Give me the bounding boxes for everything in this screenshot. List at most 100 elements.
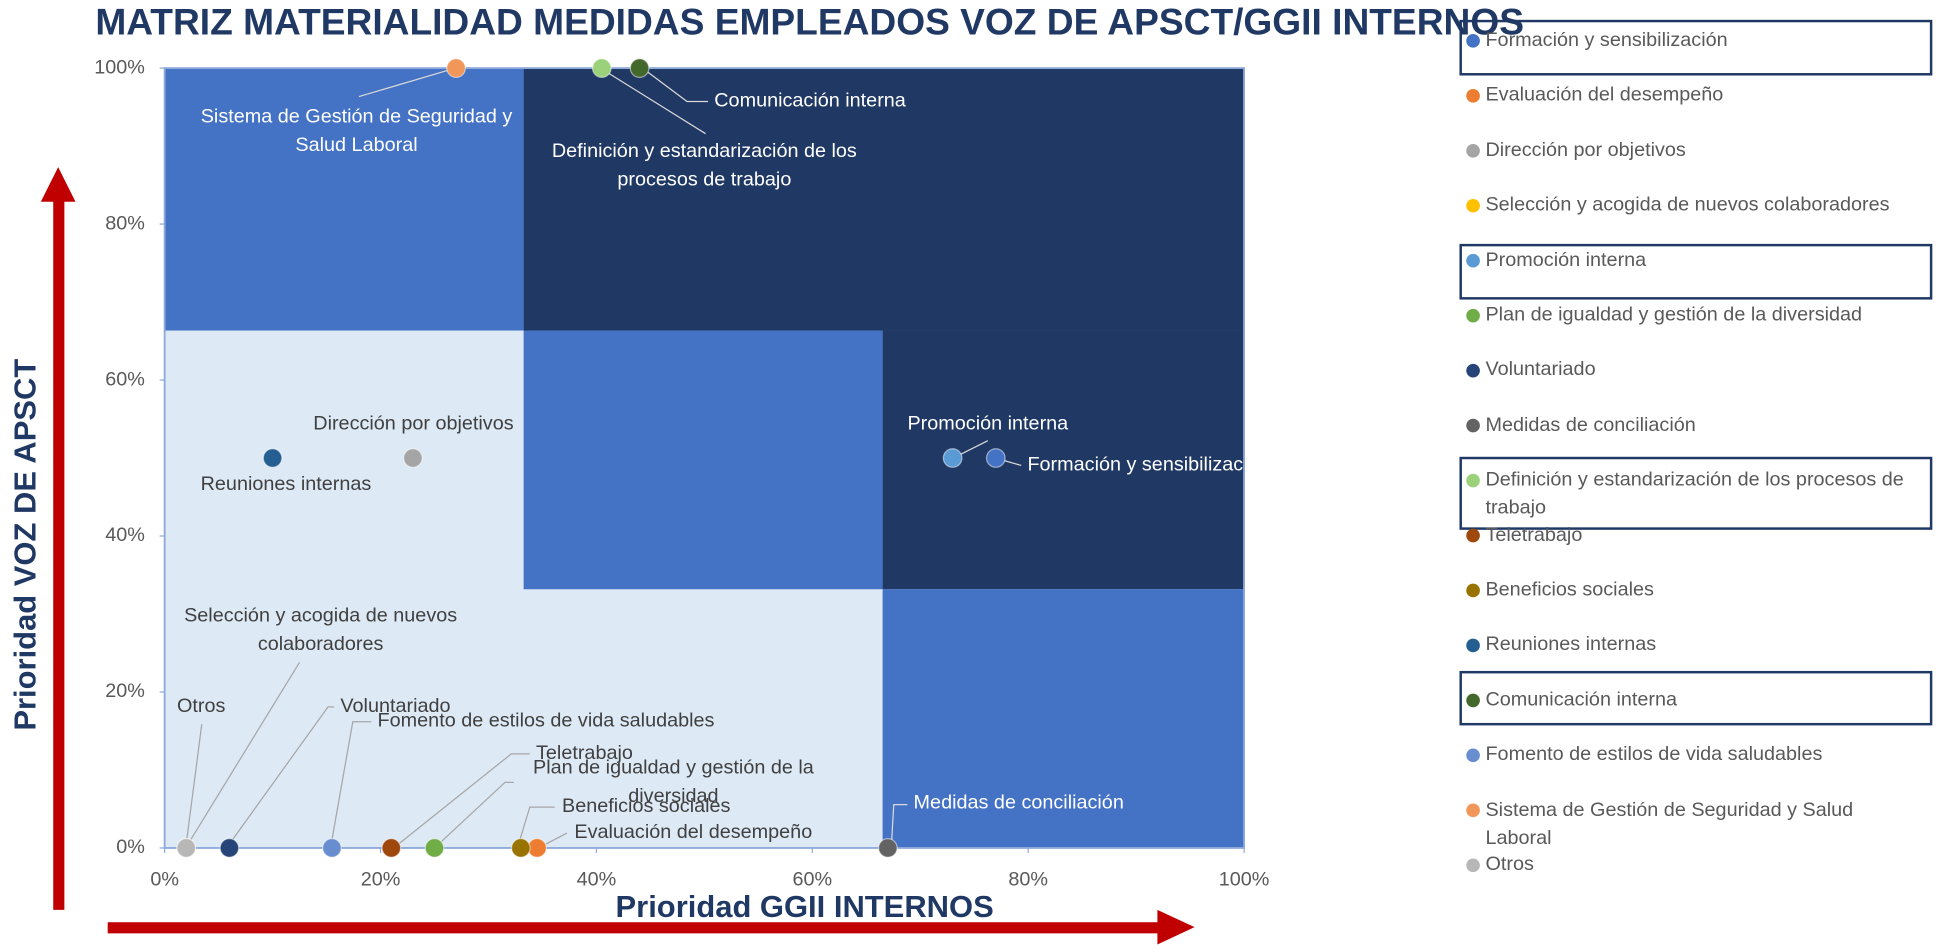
point <box>877 838 898 858</box>
point <box>424 838 445 858</box>
legend-marker <box>1466 363 1480 378</box>
legend-label-box: Formación y sensibilización <box>1485 29 1728 51</box>
leader-line <box>600 67 706 135</box>
legend-marker <box>1466 418 1480 433</box>
data-label: Evaluación del desempeño <box>574 821 813 844</box>
legend-label: Evaluación del desempeño <box>1485 84 1724 106</box>
leader-line <box>329 721 372 849</box>
zone-mid <box>882 589 1245 848</box>
legend-label: Voluntariado <box>1485 359 1596 381</box>
legend-label: Reuniones internas <box>1485 634 1657 656</box>
legend-marker <box>1466 253 1480 268</box>
leader-line <box>516 806 555 849</box>
legend-highlight <box>1459 243 1933 300</box>
x-tick-label: 100% <box>1219 868 1270 890</box>
y-tick-label: 60% <box>105 368 145 390</box>
leader-line <box>358 67 456 98</box>
x-tick-label: 80% <box>1008 868 1048 890</box>
legend-highlight <box>1459 456 1933 530</box>
points <box>176 58 1006 858</box>
legend-label: Formación y sensibilización <box>1485 29 1728 51</box>
data-label: Promoción interna <box>907 413 1069 435</box>
legend-marker <box>1466 638 1480 653</box>
y-tick-label: 20% <box>105 680 145 702</box>
legend-marker <box>1466 34 1480 48</box>
legend-marker <box>1466 528 1480 543</box>
data-label: Sistema de Gestión de Seguridad y Salud … <box>200 106 513 156</box>
y-tick-label: 40% <box>105 524 145 546</box>
legend-label: Dirección por objetivos <box>1485 139 1686 161</box>
data-label-box: Reuniones internas <box>200 474 372 496</box>
legend-marker <box>1466 858 1480 873</box>
legend-label: Promoción interna <box>1485 249 1647 271</box>
legend-marker <box>1466 748 1480 763</box>
data-label-box: Fomento de estilos de vida saludables <box>378 711 715 732</box>
legend-label-box: Beneficios sociales <box>1485 579 1654 601</box>
legend-label-box: Plan de igualdad y gestión de la diversi… <box>1485 305 1862 326</box>
legend-label: Medidas de conciliación <box>1485 414 1696 436</box>
data-label-box: Otros <box>177 695 226 717</box>
data-label-box: Selección y acogida de nuevos colaborado… <box>184 605 458 655</box>
data-label: Beneficios sociales <box>561 795 731 818</box>
data-label: Selección y acogida de nuevos colaborado… <box>184 605 458 655</box>
legend-label-box: Definición y estandarización de los proc… <box>1485 469 1904 519</box>
legend-label: Comunicación interna <box>1485 689 1678 711</box>
legend-marker <box>1466 803 1480 818</box>
data-label-box: Comunicación interna <box>714 90 906 111</box>
legend-label-box: Fomento de estilos de vida saludables <box>1485 744 1822 765</box>
leader-line <box>890 804 908 848</box>
y-tick-label: 0% <box>116 836 145 858</box>
legend-label: Teletrabajo <box>1485 524 1583 546</box>
data-label-box: Evaluación del desempeño <box>574 821 813 844</box>
point <box>176 838 197 858</box>
data-label-box: Definición y estandarización de los proc… <box>551 141 857 191</box>
x-arrow-shaft <box>107 922 1160 934</box>
legend-highlights <box>1459 19 1933 726</box>
chart-title: MATRIZ MATERIALIDAD MEDIDAS EMPLEADOS VO… <box>95 1 1524 43</box>
plot-border <box>163 67 1246 849</box>
legend-marker <box>1466 583 1480 598</box>
legend-marker <box>1466 143 1480 158</box>
data-label-box: Dirección por objetivos <box>313 413 514 435</box>
legend-marker <box>1466 198 1480 213</box>
data-label: Definición y estandarización de los proc… <box>551 141 857 191</box>
legend-marker <box>1466 308 1480 323</box>
leader-line <box>393 753 530 849</box>
arrows <box>40 167 1195 945</box>
legend-label-box: Reuniones internas <box>1485 634 1657 656</box>
data-label-box: Plan de igualdad y gestión de la diversi… <box>533 758 814 808</box>
legend-label-box: Medidas de conciliación <box>1485 414 1696 436</box>
data-label: Voluntariado <box>340 695 451 717</box>
point <box>262 448 283 468</box>
data-label-box: Voluntariado <box>340 695 451 717</box>
point <box>446 58 466 78</box>
data-label: Otros <box>177 695 226 717</box>
legend-label-box: Voluntariado <box>1485 359 1596 381</box>
x-tick-label: 60% <box>792 868 832 890</box>
point <box>403 448 423 468</box>
legend-label: Beneficios sociales <box>1485 579 1654 601</box>
zone-high <box>523 68 1245 331</box>
y-tick-label: 100% <box>94 56 145 78</box>
y-arrow-head <box>40 167 76 202</box>
legend-label-box: Sistema de Gestión de Seguridad y Salud … <box>1485 799 1853 849</box>
data-label-box: Promoción interna <box>907 413 1069 435</box>
y-axis-title: Prioridad VOZ DE APSCT <box>7 359 42 731</box>
leader-line <box>185 724 203 849</box>
legend-label-box: Selección y acogida de nuevos colaborado… <box>1485 195 1889 216</box>
data-labels: Formación y sensibilización Evaluación de… <box>177 67 1244 849</box>
leader-line <box>434 781 514 849</box>
point <box>591 58 612 78</box>
data-label-box: Medidas de conciliación <box>913 792 1124 814</box>
x-tick-label: 40% <box>577 868 617 890</box>
legend-marker <box>1466 473 1480 488</box>
legend-highlight <box>1459 670 1933 726</box>
legend-marker <box>1466 693 1480 708</box>
data-label: Medidas de conciliación <box>913 792 1124 814</box>
legend-label: Definición y estandarización de los proc… <box>1485 469 1904 519</box>
data-label: Dirección por objetivos <box>313 413 514 435</box>
legend-marker <box>1466 89 1480 103</box>
data-label: Reuniones internas <box>200 474 372 496</box>
x-axis-title: Prioridad GGII INTERNOS <box>616 889 994 924</box>
y-arrow-shaft <box>53 198 65 910</box>
